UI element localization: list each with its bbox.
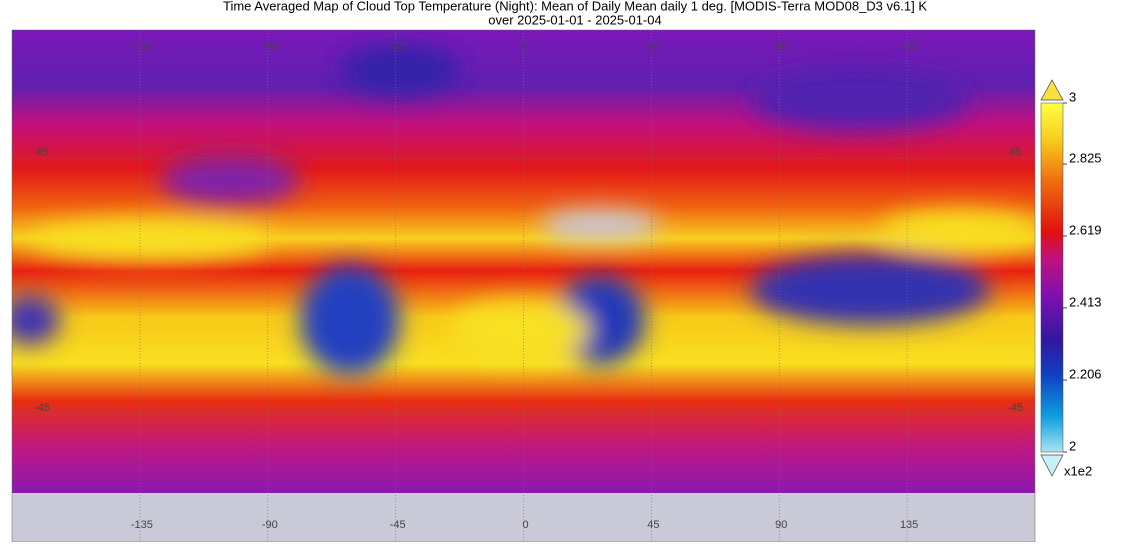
colorbar-tick-label: 2.413 [1069,294,1102,309]
lon-label: 0 [522,519,528,531]
lon-label: -45 [390,519,406,531]
lat-label: -45 [1007,402,1023,414]
colorbar-max-arrow [1040,79,1064,101]
colorbar [1040,102,1064,453]
lon-label: 45 [647,41,659,53]
lat-label: -45 [34,402,50,414]
colorbar-tick-label: 2.206 [1069,367,1102,382]
colorbar-tick-label: 2.825 [1069,151,1102,166]
colorbar-tick-label: 3 [1069,89,1076,104]
colorbar-multiplier: x1e2 [1064,463,1092,478]
colorbar-min-arrow [1040,454,1064,477]
lon-label: -45 [390,41,406,53]
subtitle: over 2025-01-01 - 2025-01-04 [488,12,661,27]
lon-label: -90 [262,41,278,53]
lon-label: -135 [131,41,153,53]
lon-label: 135 [900,41,918,53]
lon-label: -135 [131,519,153,531]
lat-label: 45 [1009,146,1021,158]
colorbar-tick-label: 2 [1069,438,1076,453]
lon-label: 135 [900,519,918,531]
lat-label: 45 [36,146,48,158]
lon-label: 90 [775,41,787,53]
lon-label: 45 [647,519,659,531]
lon-label: -90 [262,519,278,531]
lon-label: 0 [522,41,528,53]
title: Time Averaged Map of Cloud Top Temperatu… [223,0,927,13]
colorbar-tick-label: 2.619 [1069,222,1102,237]
map-field [12,30,1035,493]
lon-label: 90 [775,519,787,531]
